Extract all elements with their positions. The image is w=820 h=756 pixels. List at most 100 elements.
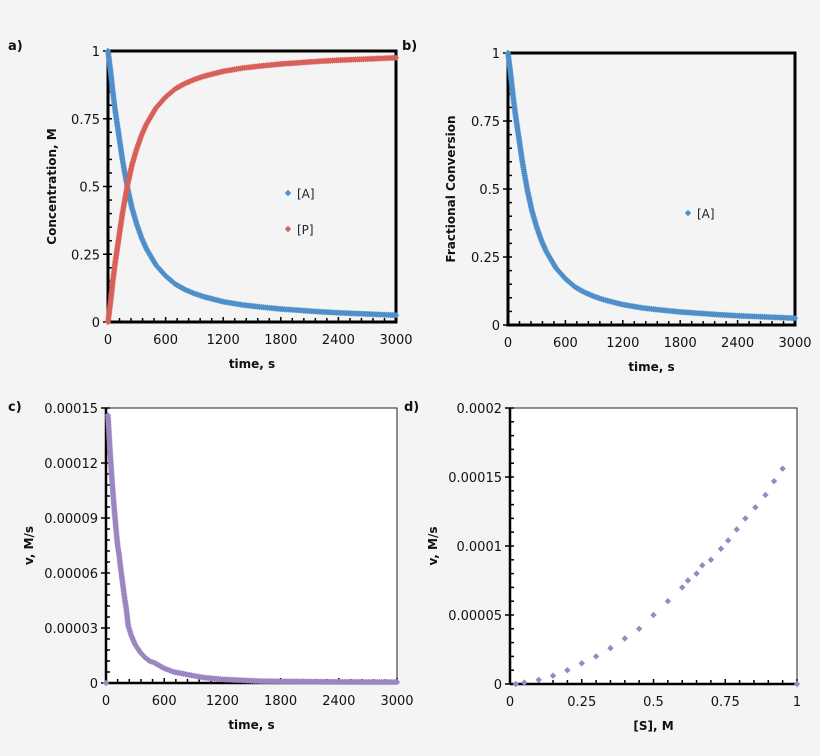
series-a: [A] bbox=[504, 49, 799, 322]
data-point bbox=[592, 653, 600, 660]
x-tick-label: 0 bbox=[102, 694, 110, 709]
x-tick-label: 0 bbox=[506, 695, 514, 710]
panel-label: d) bbox=[404, 400, 419, 415]
data-point bbox=[684, 577, 692, 584]
y-tick-label: 0.00006 bbox=[44, 567, 98, 582]
y-axis-label: Concentration, M bbox=[45, 128, 59, 244]
plot-area bbox=[508, 53, 795, 325]
plot-area bbox=[510, 408, 797, 684]
data-point bbox=[621, 635, 628, 642]
data-point bbox=[392, 312, 400, 319]
y-tick-label: 0.00003 bbox=[44, 622, 98, 637]
data-point bbox=[650, 611, 657, 619]
x-tick-label: 2400 bbox=[721, 336, 754, 351]
y-axis-label: v, M/s bbox=[22, 526, 36, 565]
y-tick-label: 0.0001 bbox=[457, 540, 503, 555]
y-tick-label: 1 bbox=[92, 45, 100, 60]
y-tick-label: 0.00015 bbox=[44, 402, 98, 417]
data-point bbox=[679, 584, 686, 591]
x-axis-label: [S], M bbox=[633, 719, 673, 733]
data-point bbox=[521, 679, 528, 686]
y-tick-label: 0 bbox=[494, 678, 502, 693]
legend-marker bbox=[284, 225, 292, 233]
y-tick-label: 0 bbox=[492, 319, 500, 334]
x-tick-label: 1 bbox=[793, 695, 801, 710]
x-tick-label: 0.25 bbox=[567, 695, 596, 710]
data-point bbox=[733, 526, 740, 533]
data-point bbox=[752, 504, 759, 511]
panel-label: a) bbox=[8, 39, 23, 54]
y-tick-label: 0.00005 bbox=[448, 609, 502, 624]
y-tick-label: 0.75 bbox=[71, 113, 100, 128]
data-point bbox=[607, 644, 614, 652]
x-tick-label: 0.5 bbox=[643, 695, 664, 710]
y-tick-label: 0.25 bbox=[71, 248, 100, 263]
legend-label: [A] bbox=[297, 187, 315, 201]
data-point bbox=[564, 667, 571, 674]
x-tick-label: 600 bbox=[553, 336, 578, 351]
x-tick-label: 0.75 bbox=[711, 695, 740, 710]
data-point bbox=[717, 545, 725, 552]
y-tick-label: 0 bbox=[92, 316, 100, 331]
y-tick-label: 0.00012 bbox=[44, 457, 98, 472]
chart-panel-c: 0 600 1200 1800 2400 3000 0 0.00003 0.00006 0.000… bbox=[8, 400, 414, 732]
data-point bbox=[791, 315, 799, 322]
plot-area bbox=[108, 51, 396, 322]
x-tick-label: 3000 bbox=[778, 336, 811, 351]
x-tick-label: 1800 bbox=[264, 694, 297, 709]
x-tick-label: 1200 bbox=[606, 336, 639, 351]
legend-label: [P] bbox=[297, 223, 314, 237]
x-tick-label: 600 bbox=[153, 333, 178, 348]
data-point bbox=[699, 562, 706, 569]
data-point bbox=[549, 672, 557, 679]
x-tick-label: 0 bbox=[504, 336, 512, 351]
data-point bbox=[762, 491, 769, 499]
data-point bbox=[393, 678, 401, 686]
x-tick-label: 1200 bbox=[206, 694, 239, 709]
x-tick-label: 1800 bbox=[264, 333, 297, 348]
data-point bbox=[742, 515, 749, 522]
data-point bbox=[793, 680, 801, 688]
chart-panel-a: 0 600 1200 1800 2400 3000 0 0.25 0.5 0.75 1 time, s… bbox=[8, 39, 413, 371]
x-tick-label: 2400 bbox=[322, 694, 355, 709]
x-tick-label: 3000 bbox=[380, 694, 413, 709]
data-point bbox=[664, 598, 672, 605]
data-point bbox=[707, 556, 715, 563]
series-0 bbox=[512, 465, 801, 688]
y-tick-label: 0.00009 bbox=[44, 512, 98, 527]
legend-marker bbox=[684, 209, 692, 217]
panel-label: c) bbox=[8, 400, 22, 415]
plot-area bbox=[106, 408, 397, 683]
data-point bbox=[512, 680, 519, 688]
x-axis-label: time, s bbox=[229, 357, 275, 371]
legend-marker bbox=[284, 189, 292, 197]
y-axis-label: Fractional Conversion bbox=[444, 115, 458, 262]
chart-panel-b: 0 600 1200 1800 2400 3000 0 0.25 0.5 0.75 1 time, s… bbox=[402, 39, 812, 374]
x-tick-label: 2400 bbox=[322, 333, 355, 348]
y-tick-label: 0.5 bbox=[479, 183, 500, 198]
x-axis-label: time, s bbox=[628, 360, 674, 374]
x-tick-label: 600 bbox=[152, 694, 177, 709]
chart-panel-d: 0 0.25 0.5 0.75 1 0 0.00005 0.0001 0.00015 0.0002… bbox=[404, 400, 801, 733]
y-tick-label: 0.0002 bbox=[457, 402, 503, 417]
data-point bbox=[693, 570, 700, 577]
data-point bbox=[770, 477, 778, 485]
data-point bbox=[635, 625, 643, 632]
y-tick-label: 0.25 bbox=[471, 251, 500, 266]
x-tick-label: 1200 bbox=[207, 333, 240, 348]
x-tick-label: 1800 bbox=[664, 336, 697, 351]
data-point bbox=[102, 679, 110, 687]
x-tick-label: 3000 bbox=[379, 333, 412, 348]
y-tick-label: 0.75 bbox=[471, 115, 500, 130]
y-tick-label: 1 bbox=[492, 47, 500, 62]
y-tick-label: 0.5 bbox=[79, 181, 100, 196]
series-p: [P] bbox=[104, 54, 400, 326]
series-0 bbox=[102, 412, 401, 687]
data-point bbox=[578, 660, 585, 667]
y-axis-label: v, M/s bbox=[426, 526, 440, 565]
data-point bbox=[535, 676, 542, 684]
legend-label: [A] bbox=[697, 207, 715, 221]
y-tick-label: 0 bbox=[90, 677, 98, 692]
data-point bbox=[724, 537, 732, 544]
